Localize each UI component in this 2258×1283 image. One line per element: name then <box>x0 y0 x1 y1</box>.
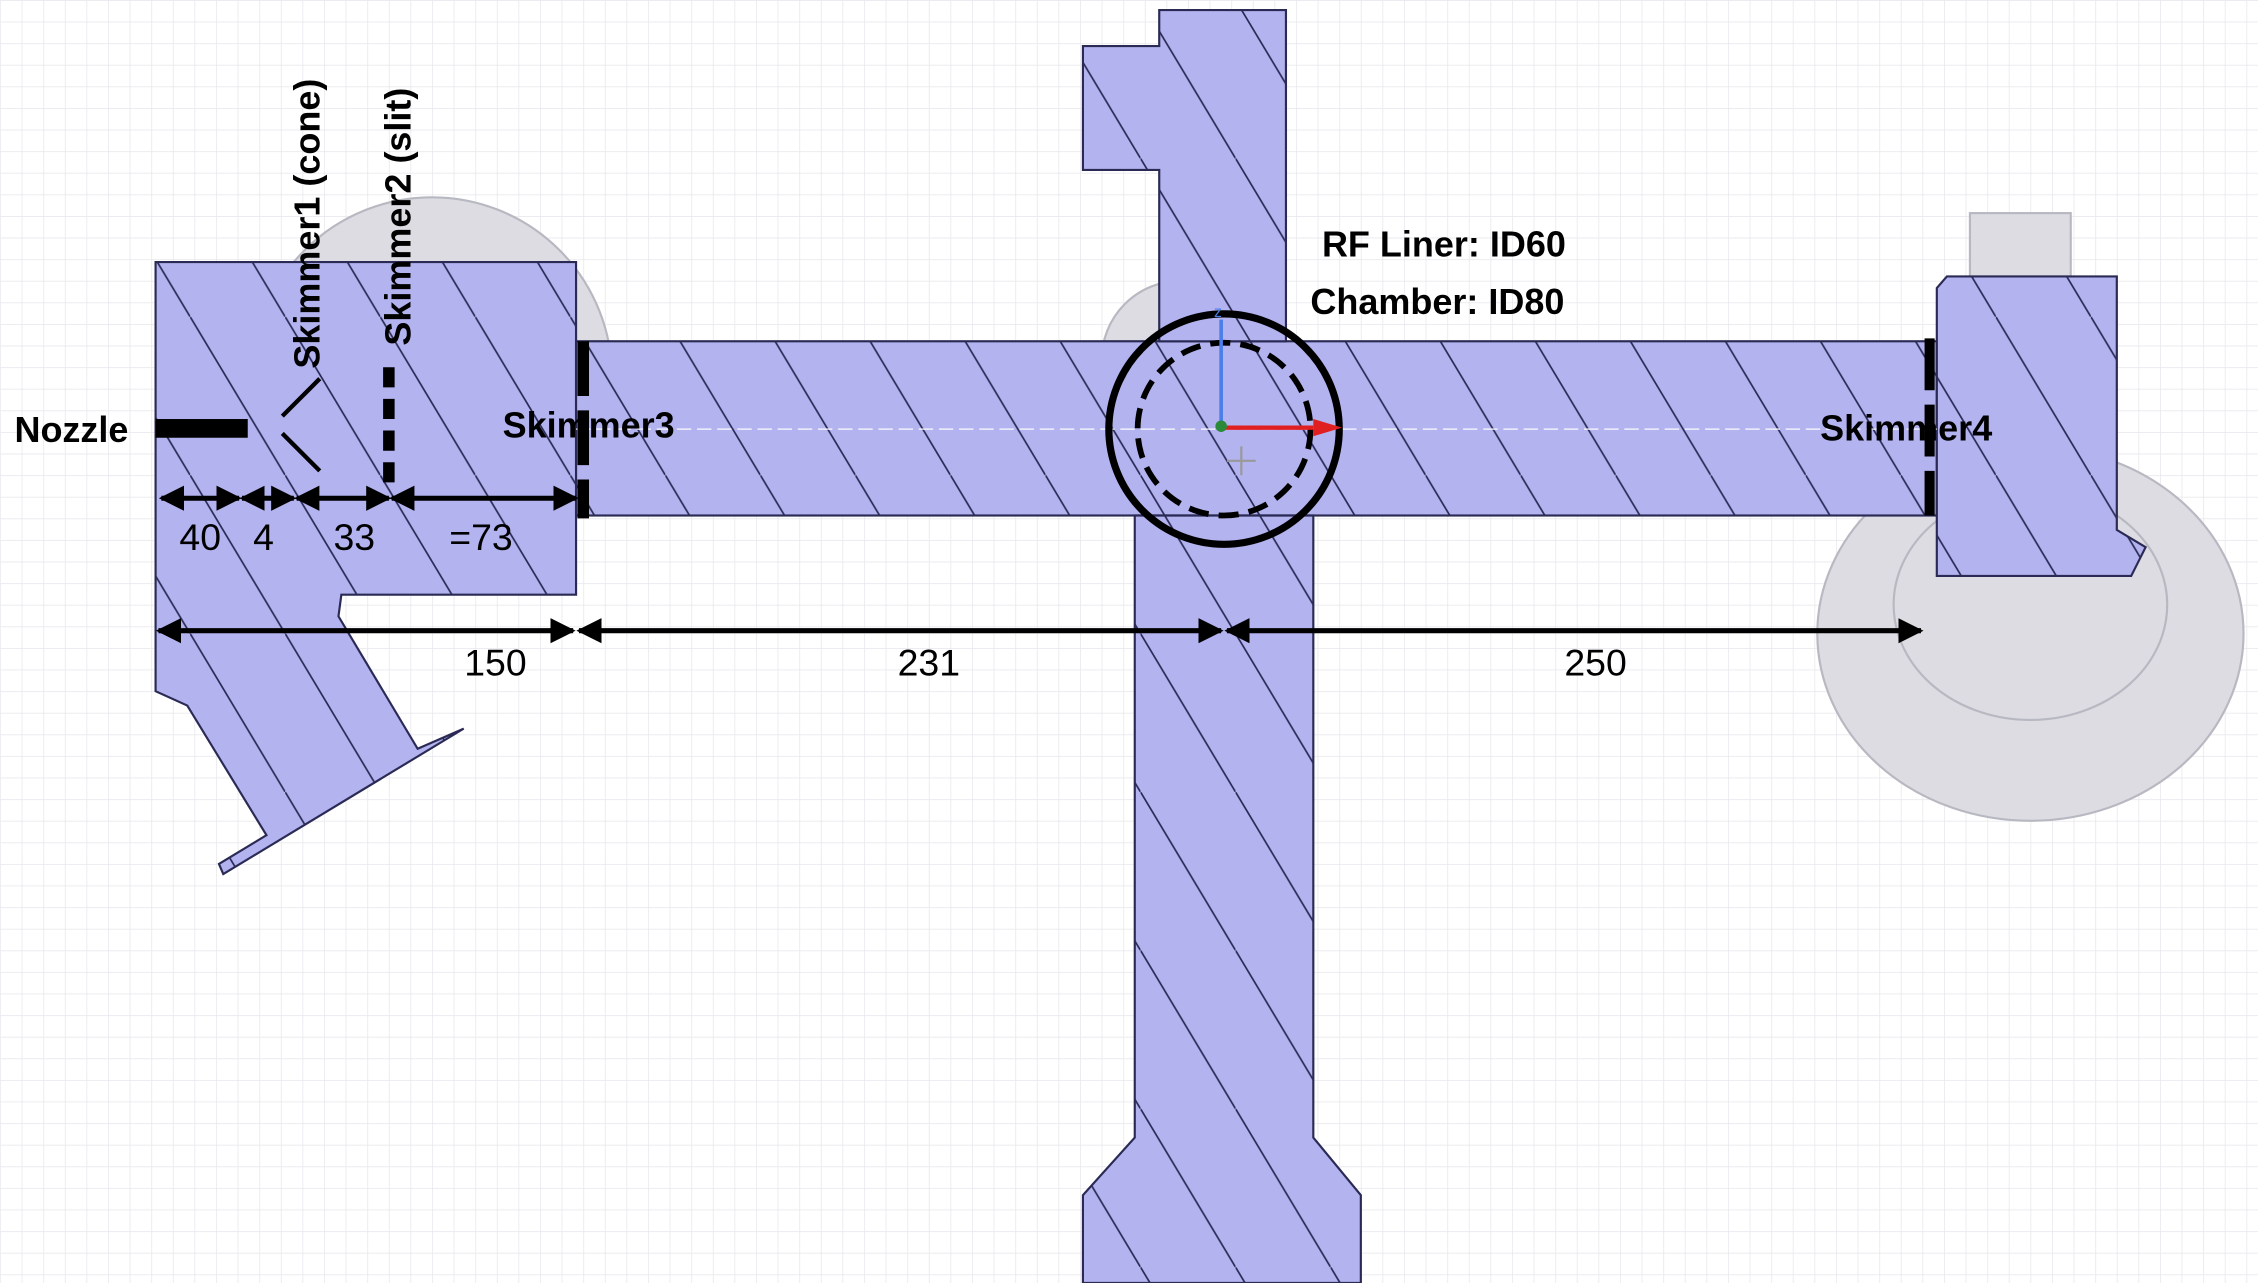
dimension: 40 <box>179 516 221 558</box>
nozzle-label: Nozzle <box>14 409 128 450</box>
dimension: =73 <box>449 516 512 558</box>
skimmer4-label: Skimmer4 <box>1820 408 1992 449</box>
skimmer1-label: Skimmer1 (cone) <box>287 79 328 369</box>
chamber-label: Chamber: ID80 <box>1310 281 1564 322</box>
axis-label: z <box>1214 304 1222 321</box>
skimmer2-label: Skimmer2 (slit) <box>377 88 418 346</box>
dimension: 33 <box>333 516 375 558</box>
dimension: 231 <box>898 641 960 683</box>
dimension-arrows <box>155 485 1924 644</box>
dimension: 250 <box>1564 641 1626 683</box>
rf-liner-label: RF Liner: ID60 <box>1322 223 1566 264</box>
components <box>155 310 1935 548</box>
dimension: 150 <box>464 641 526 683</box>
skimmer3-label: Skimmer3 <box>503 405 675 446</box>
dimension: 4 <box>253 516 274 558</box>
